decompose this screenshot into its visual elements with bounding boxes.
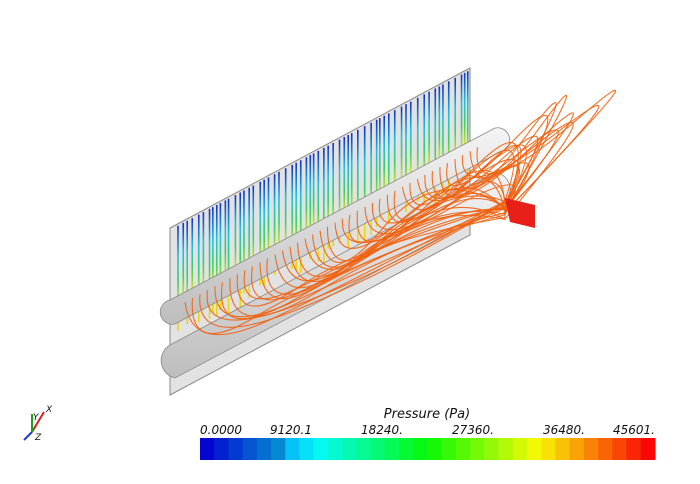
colorbar-band [584,438,599,460]
colorbar-band [371,438,386,460]
colorbar-band [300,438,315,460]
axis-triad: X Y Z [24,405,53,443]
colorbar-label: 9120.1 [270,423,312,437]
colorbar-band [442,438,457,460]
colorbar-band [285,438,300,460]
colorbar-band [228,438,243,460]
colorbar-band [570,438,585,460]
colorbar-band [470,438,485,460]
colorbar-band [641,438,656,460]
colorbar-band [484,438,499,460]
colorbar-band [627,438,642,460]
colorbar-band [200,438,215,460]
colorbar-label: 27360. [452,423,494,437]
colorbar-band [612,438,627,460]
colorbar-band [527,438,542,460]
colorbar-band [257,438,272,460]
colorbar-title: Pressure (Pa) [384,407,470,422]
colorbar-label: 45601. [613,423,655,437]
colorbar-band [499,438,514,460]
colorbar-band [428,438,443,460]
colorbar: Pressure (Pa) 0.0000 9120.1 18240. 27360. 36… [200,407,656,460]
triad-z: Z [34,433,42,443]
colorbar-band [243,438,258,460]
colorbar-label: 36480. [543,423,585,437]
colorbar-label: 18240. [361,423,403,437]
colorbar-band [328,438,343,460]
colorbar-band [314,438,329,460]
triad-x: X [45,405,53,415]
colorbar-band [271,438,286,460]
colorbar-band [456,438,471,460]
colorbar-band [342,438,357,460]
colorbar-band [214,438,229,460]
colorbar-band [541,438,556,460]
outlet [505,198,535,228]
colorbar-band [399,438,414,460]
colorbar-band [356,438,371,460]
colorbar-band [413,438,428,460]
colorbar-band [555,438,570,460]
colorbar-band [598,438,613,460]
colorbar-band [385,438,400,460]
model [160,68,615,395]
colorbar-band [513,438,528,460]
colorbar-label: 0.0000 [200,423,242,437]
